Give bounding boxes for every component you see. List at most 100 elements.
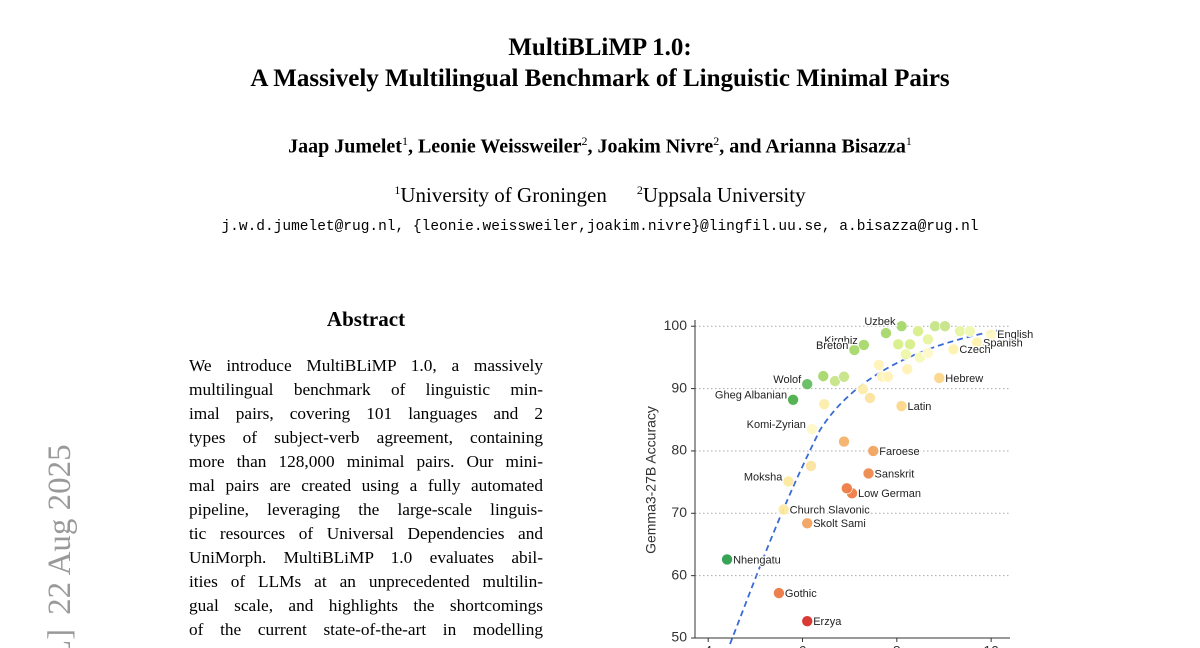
- abstract-line: ities of LLMs at an unprecedented multil…: [189, 572, 543, 591]
- author-affil: 1: [401, 134, 408, 148]
- point: [858, 339, 870, 351]
- point: [933, 372, 946, 384]
- point: [857, 383, 869, 396]
- abstract-heading: Abstract: [326, 307, 406, 331]
- point: [848, 344, 861, 356]
- point-label: Hebrew: [945, 373, 983, 385]
- x-tick-label: 10: [983, 643, 999, 648]
- point: [922, 333, 934, 346]
- point: [787, 394, 799, 406]
- author-affil: 1: [905, 134, 912, 148]
- point: [862, 467, 875, 480]
- point-label: Wolof: [773, 374, 802, 386]
- point: [782, 475, 795, 488]
- arxiv-date: 22 Aug 2025: [42, 444, 78, 615]
- point: [841, 482, 853, 495]
- abstract-line: UniMorph. MultiBLiMP 1.0 evaluates abil-: [189, 548, 543, 567]
- arxiv-id: L]: [42, 629, 78, 648]
- y-tick-label: 50: [671, 629, 687, 645]
- point: [817, 370, 830, 382]
- x-tick-label: 8: [893, 643, 901, 648]
- point-label: Church Slavonic: [790, 504, 871, 516]
- point-label: Erzya: [813, 616, 842, 628]
- author-sep: , and: [719, 135, 766, 158]
- abstract-line: mal pairs are created using a fully auto…: [189, 476, 543, 495]
- point-label: Spanish: [983, 337, 1023, 349]
- point: [954, 325, 966, 338]
- abstract-line: types of subject-verb agreement, contain…: [189, 428, 543, 447]
- fit-curve: [729, 329, 1001, 645]
- point: [939, 320, 951, 333]
- point: [895, 400, 908, 412]
- y-tick-label: 70: [671, 504, 687, 520]
- point: [838, 370, 850, 383]
- point: [721, 553, 733, 566]
- title-line: MultiBLiMP 1.0:: [508, 34, 692, 61]
- point: [864, 392, 876, 404]
- point-label: Gothic: [785, 588, 817, 600]
- point: [971, 336, 983, 349]
- point: [801, 615, 814, 627]
- affil-mark: 1: [394, 183, 401, 197]
- point-label: Moksha: [744, 471, 783, 483]
- emails: j.w.d.jumelet@rug.nl, {leonie.weissweile…: [221, 219, 979, 235]
- point: [777, 503, 790, 516]
- point-label: Breton: [816, 340, 848, 352]
- author-affil: 2: [581, 134, 588, 148]
- point: [922, 347, 934, 359]
- y-axis-label: Gemma3-27B Accuracy: [643, 406, 659, 554]
- point-label: Skolt Sami: [813, 518, 866, 530]
- affil-name: University of Groningen: [400, 183, 607, 207]
- point: [801, 517, 814, 530]
- y-tick-label: 80: [671, 442, 687, 458]
- y-tick-label: 100: [664, 317, 688, 333]
- point-label: Komi-Zyrian: [747, 419, 806, 431]
- y-tick-label: 90: [671, 379, 687, 395]
- chart: Gemma3-27B Accuracy 50 60 70 80 90 100 4 6 8 10 Uz…: [643, 315, 1035, 648]
- point: [892, 338, 905, 351]
- point: [912, 325, 924, 338]
- point: [806, 423, 818, 435]
- author-sep: ,: [587, 135, 598, 158]
- x-tick-label: 4: [704, 643, 712, 648]
- point: [895, 320, 908, 333]
- affiliations: 1University of Groningen 2Uppsala Univers…: [0, 183, 1200, 208]
- arxiv-stamp: L] 22 Aug 2025: [42, 444, 78, 648]
- point-label: Nhengatu: [733, 554, 781, 566]
- author-name: Leonie Weissweiler: [417, 135, 582, 158]
- y-tick-label: 60: [671, 566, 687, 582]
- point: [964, 325, 976, 338]
- point: [901, 363, 914, 376]
- abstract-line: tic resources of Universal Dependencies …: [189, 524, 543, 543]
- point: [904, 338, 916, 351]
- authors: Jaap Jumelet1, Leonie Weissweiler2, Joak…: [0, 134, 1200, 159]
- abstract-line: gual scale, and highlights the shortcomi…: [189, 596, 543, 615]
- abstract-line: more than 128,000 minimal pairs. Our min…: [189, 452, 543, 471]
- point: [947, 343, 960, 356]
- point: [867, 445, 880, 457]
- point: [773, 587, 785, 599]
- abstract-line: of the current state-of-the-art in model…: [189, 620, 543, 639]
- point-label: Latin: [908, 401, 932, 413]
- point: [873, 359, 885, 371]
- point: [985, 328, 997, 341]
- point-label: Kirghiz: [824, 335, 858, 347]
- abstract-line: multilingual benchmark of linguistic min…: [189, 380, 543, 399]
- point: [899, 348, 912, 361]
- point: [805, 460, 817, 472]
- point: [838, 435, 850, 448]
- author-sep: ,: [407, 135, 418, 158]
- title-line: A Massively Multilingual Benchmark of Li…: [250, 65, 950, 92]
- x-tick-label: 6: [799, 643, 807, 648]
- point: [929, 320, 941, 333]
- author-name: Joakim Nivre: [597, 135, 714, 158]
- author-affil: 2: [713, 134, 720, 148]
- point: [818, 398, 831, 410]
- abstract-line: We introduce MultiBLiMP 1.0, a massively: [189, 356, 543, 375]
- point-label: Czech: [959, 344, 990, 356]
- point-label: Low German: [858, 488, 921, 500]
- author-name: Jaap Jumelet: [288, 135, 402, 158]
- affil-name: Uppsala University: [642, 183, 806, 207]
- author-name: Arianna Bisazza: [765, 135, 906, 158]
